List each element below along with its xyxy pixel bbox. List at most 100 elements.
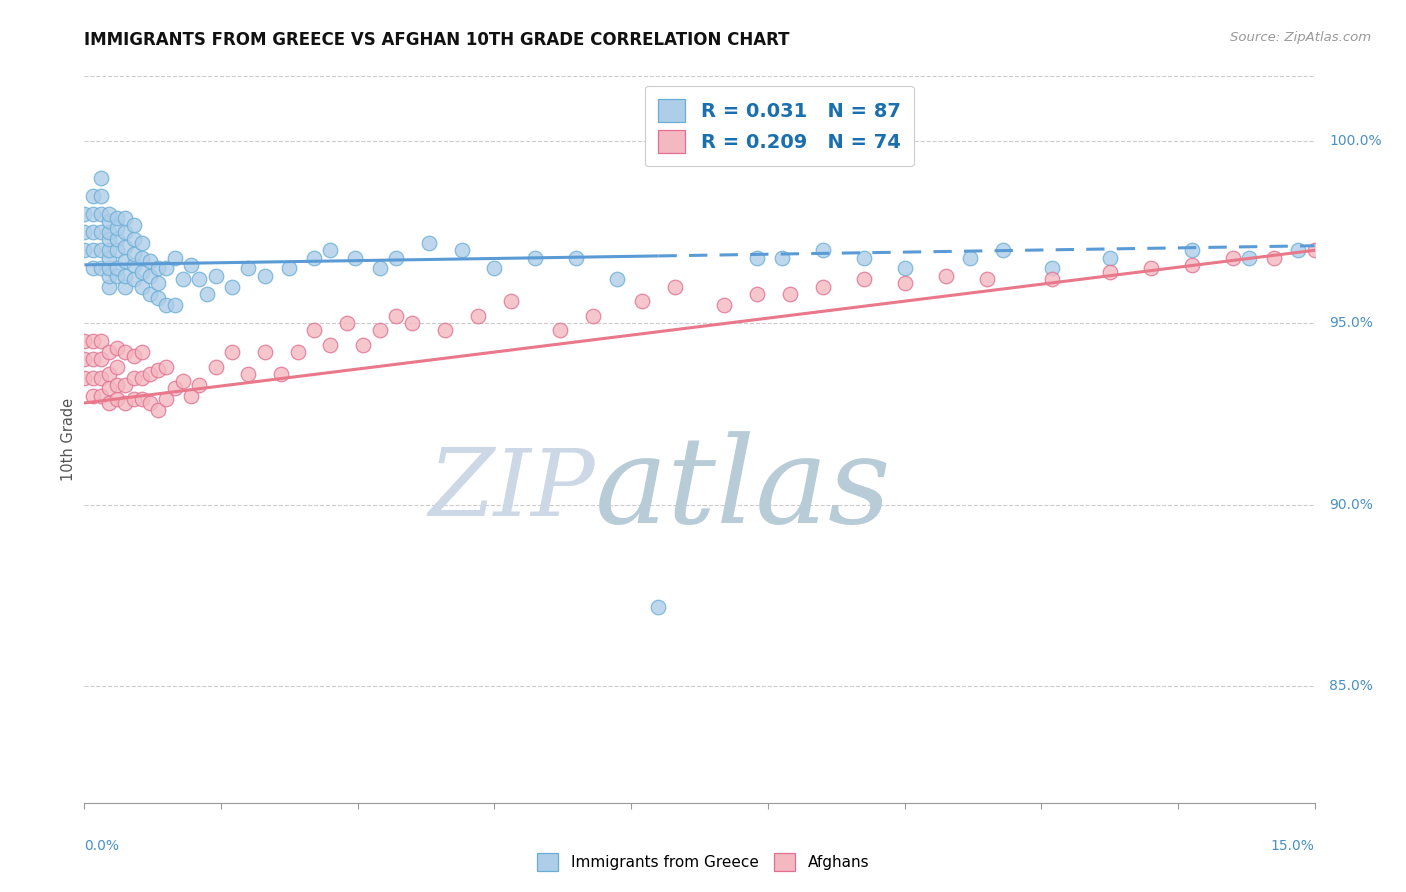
Point: [893, 261, 915, 276]
Point: [1098, 251, 1121, 265]
Point: [73, 225, 96, 239]
Point: [180, 389, 202, 403]
Point: [148, 403, 170, 417]
Point: [852, 272, 875, 286]
Point: [122, 247, 145, 261]
Point: [114, 377, 136, 392]
Point: [105, 377, 128, 392]
Point: [73, 244, 96, 258]
Point: [368, 261, 391, 276]
Point: [122, 272, 145, 286]
Point: [1181, 258, 1204, 272]
Point: [122, 370, 145, 384]
Point: [131, 392, 153, 407]
Point: [1237, 251, 1260, 265]
Point: [98, 345, 120, 359]
Point: [131, 265, 153, 279]
Point: [548, 323, 571, 337]
Point: [1181, 244, 1204, 258]
Point: [172, 374, 194, 388]
Point: [893, 276, 915, 290]
Point: [139, 396, 162, 410]
Point: [418, 235, 440, 250]
Point: [98, 244, 120, 258]
Point: [434, 323, 457, 337]
Point: [114, 254, 136, 268]
Point: [163, 251, 186, 265]
Point: [105, 342, 128, 356]
Point: [204, 268, 226, 283]
Point: [499, 294, 522, 309]
Point: [122, 218, 145, 232]
Point: [401, 316, 423, 330]
Point: [131, 370, 153, 384]
Point: [98, 261, 120, 276]
Text: atlas: atlas: [595, 432, 891, 549]
Text: 85.0%: 85.0%: [1330, 680, 1374, 693]
Point: [155, 392, 177, 407]
Point: [188, 272, 211, 286]
Point: [131, 235, 153, 250]
Point: [713, 298, 735, 312]
Point: [114, 345, 136, 359]
Point: [385, 309, 408, 323]
Point: [82, 370, 104, 384]
Point: [122, 258, 145, 272]
Point: [336, 316, 359, 330]
Point: [73, 370, 96, 384]
Point: [368, 323, 391, 337]
Point: [105, 359, 128, 374]
Point: [139, 287, 162, 301]
Point: [344, 251, 367, 265]
Point: [1222, 251, 1244, 265]
Legend: Immigrants from Greece, Afghans: Immigrants from Greece, Afghans: [531, 847, 875, 877]
Point: [98, 232, 120, 246]
Point: [319, 244, 342, 258]
Point: [114, 396, 136, 410]
Point: [105, 268, 128, 283]
Point: [745, 287, 768, 301]
Point: [450, 244, 472, 258]
Point: [155, 298, 177, 312]
Point: [82, 188, 104, 202]
Point: [319, 338, 342, 352]
Point: [82, 207, 104, 221]
Point: [253, 345, 276, 359]
Point: [139, 254, 162, 268]
Point: [484, 261, 506, 276]
Point: [73, 334, 96, 348]
Point: [122, 392, 145, 407]
Text: 95.0%: 95.0%: [1330, 316, 1374, 330]
Point: [90, 370, 112, 384]
Point: [647, 599, 669, 614]
Point: [105, 211, 128, 225]
Point: [852, 251, 875, 265]
Point: [114, 211, 136, 225]
Point: [148, 276, 170, 290]
Point: [811, 279, 834, 293]
Point: [90, 207, 112, 221]
Point: [745, 251, 768, 265]
Point: [105, 221, 128, 235]
Point: [664, 279, 686, 293]
Point: [238, 367, 260, 381]
Point: [82, 352, 104, 367]
Point: [467, 309, 489, 323]
Point: [163, 381, 186, 395]
Point: [131, 345, 153, 359]
Point: [770, 251, 793, 265]
Point: [959, 251, 981, 265]
Point: [98, 251, 120, 265]
Point: [991, 244, 1014, 258]
Point: [180, 258, 202, 272]
Text: ZIP: ZIP: [429, 445, 595, 535]
Point: [90, 352, 112, 367]
Point: [114, 240, 136, 254]
Point: [90, 244, 112, 258]
Point: [90, 261, 112, 276]
Point: [935, 268, 957, 283]
Point: [352, 338, 374, 352]
Point: [1303, 244, 1326, 258]
Point: [122, 349, 145, 363]
Point: [73, 207, 96, 221]
